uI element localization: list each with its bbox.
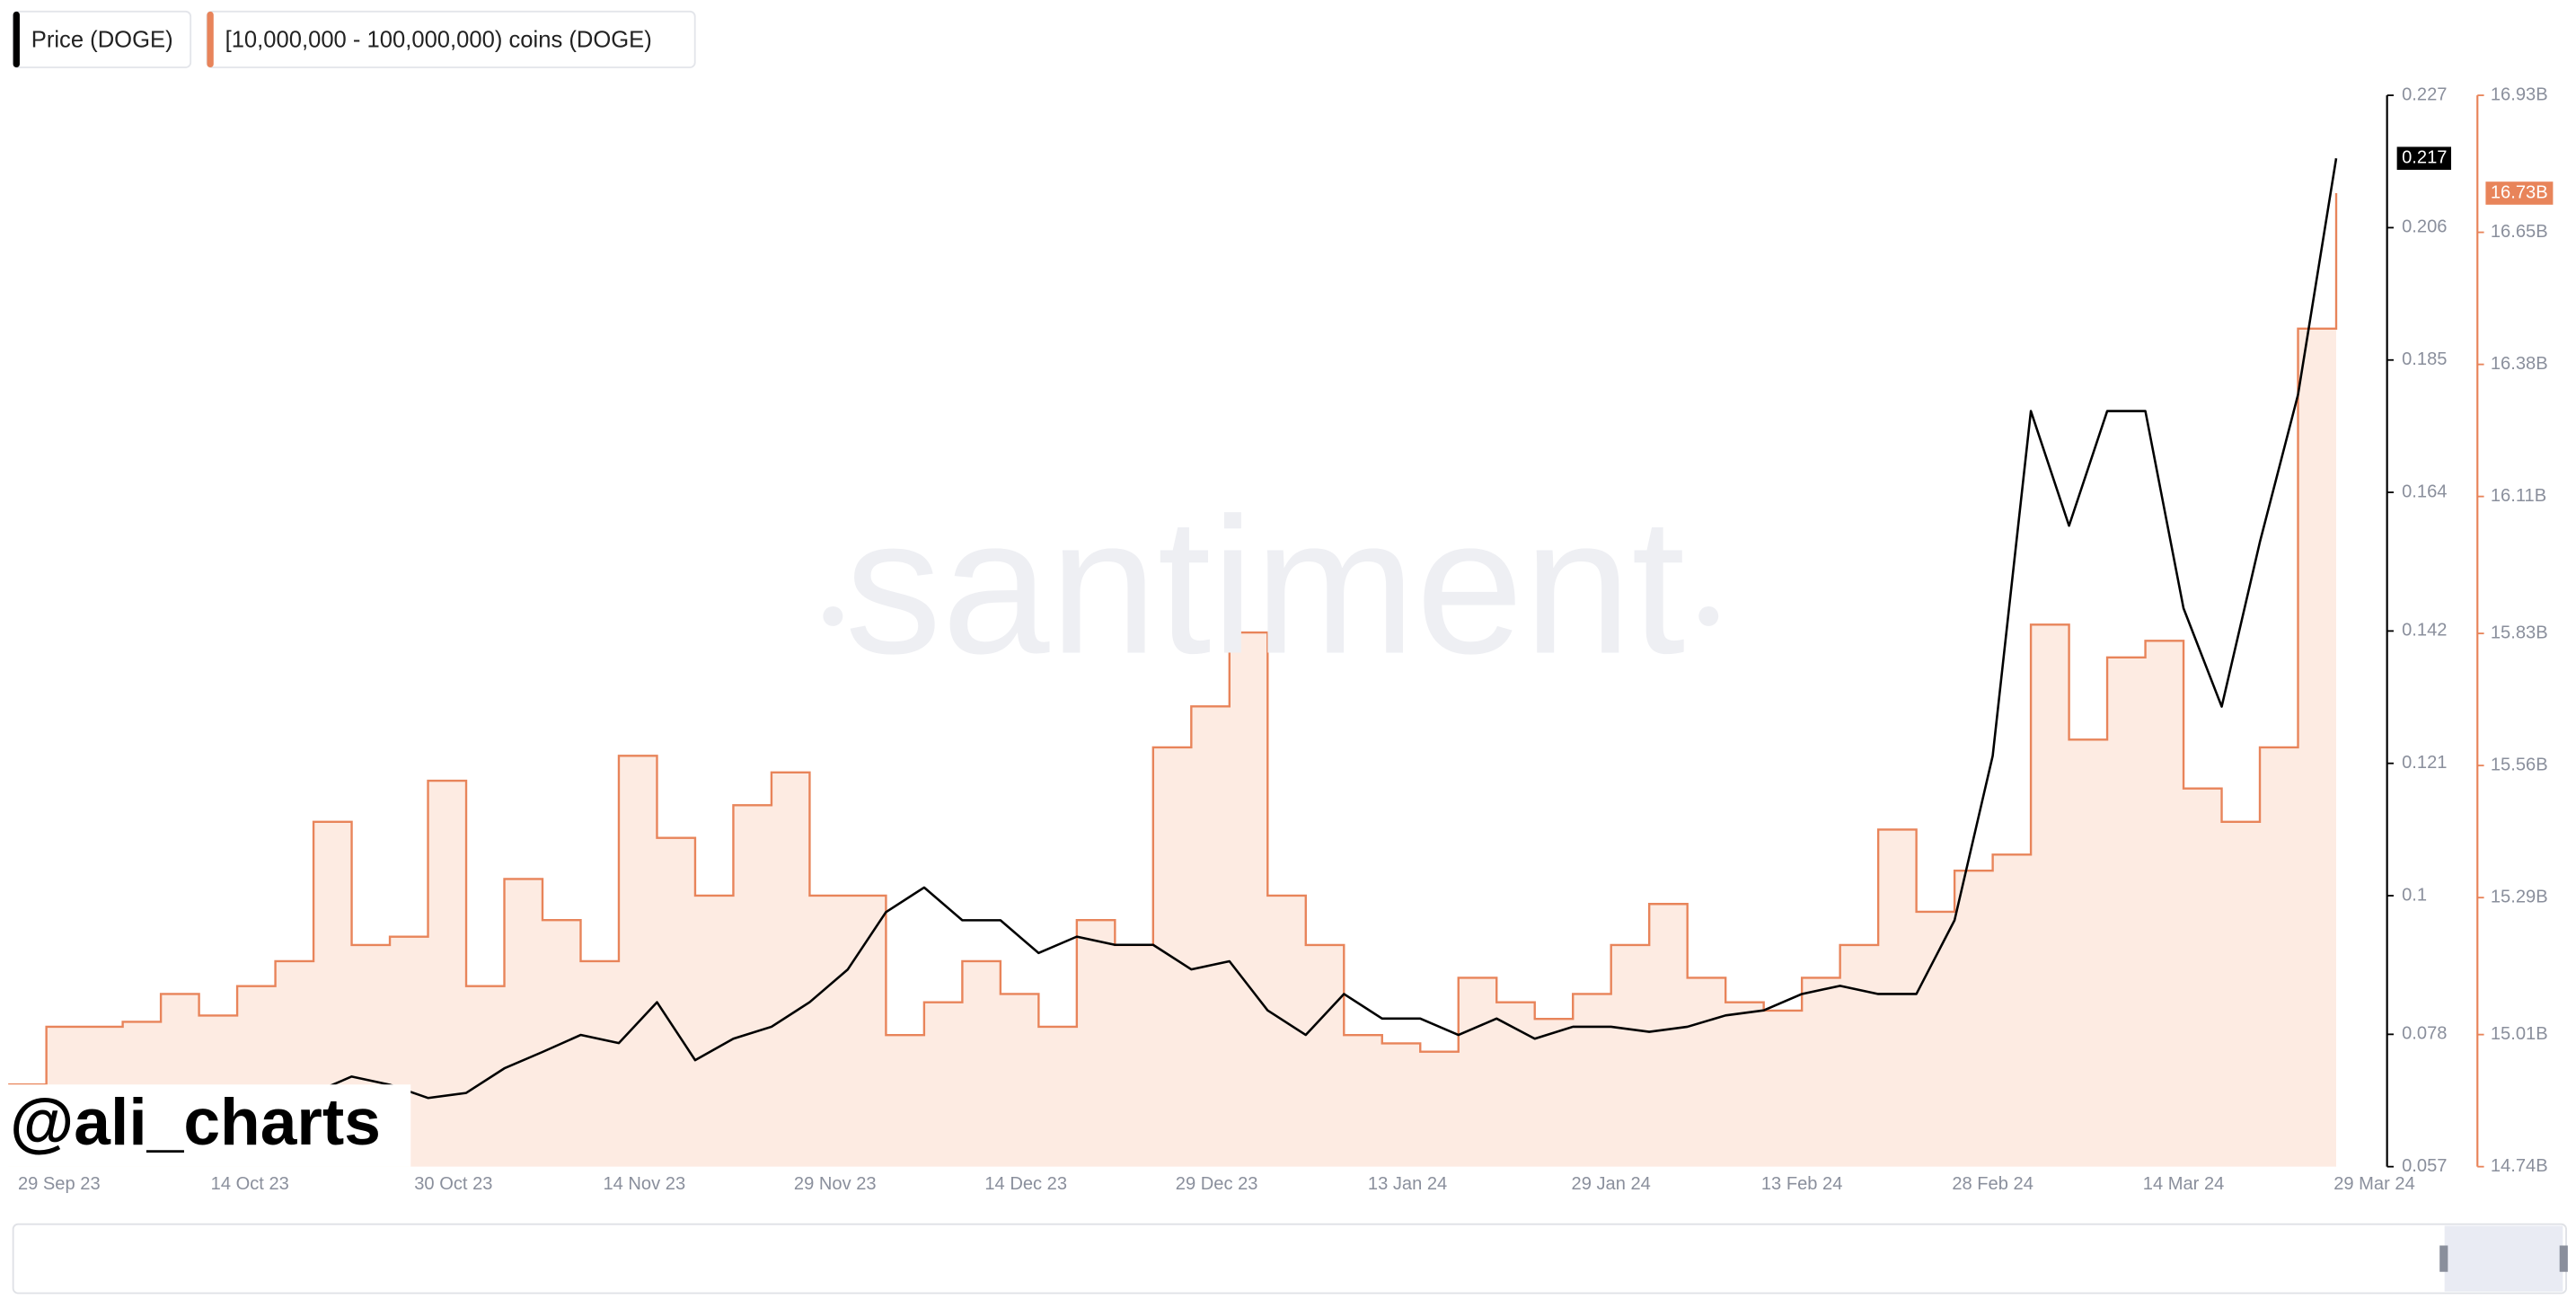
y-tick-label: 0.206 <box>2402 217 2447 237</box>
navigator[interactable] <box>12 1223 2568 1295</box>
area <box>8 193 2337 1167</box>
annotation: @ali_charts <box>10 1085 381 1159</box>
watermark: santiment <box>845 477 1686 694</box>
x-tick-label: 29 Nov 23 <box>794 1174 877 1194</box>
legend-swatch <box>207 11 214 68</box>
y2-tick-label: 16.93B <box>2491 84 2548 104</box>
x-tick-label: 29 Jan 24 <box>1572 1174 1651 1194</box>
y-tick-label: 0.185 <box>2402 349 2447 369</box>
watermark-dot <box>823 605 843 626</box>
y-tick-label: 0.057 <box>2402 1156 2447 1176</box>
y2-tick-label: 15.01B <box>2491 1024 2548 1044</box>
navigator-handle[interactable] <box>2559 1245 2568 1272</box>
y-tick-label: 0.142 <box>2402 621 2447 641</box>
price-badge <box>2396 146 2451 171</box>
x-tick-label: 29 Dec 23 <box>1176 1174 1258 1194</box>
legend-label: Price (DOGE) <box>31 28 173 53</box>
x-tick-label: 14 Nov 23 <box>603 1174 685 1194</box>
y-tick-label: 0.164 <box>2402 482 2447 501</box>
y2-tick-label: 15.29B <box>2491 887 2548 906</box>
y-tick-label: 0.121 <box>2402 753 2447 773</box>
overlay: 29 Sep 23 14 Oct 23 30 Oct 23 14 Nov 23 29 N… <box>7 84 2554 1194</box>
x-tick-label: 14 Oct 23 <box>211 1174 289 1194</box>
line <box>8 193 2338 1086</box>
y-tick-label: 0.078 <box>2402 1024 2447 1044</box>
holdings-badge-label: 16.73B <box>2491 182 2548 202</box>
navigator-selection[interactable] <box>2444 1225 2563 1292</box>
legend: Price (DOGE) [10,000,000 - 100,000,000) … <box>12 10 696 68</box>
x-tick-label: 29 Mar 24 <box>2333 1174 2415 1194</box>
legend-swatch <box>13 11 20 68</box>
price-badge-label: 0.217 <box>2402 148 2447 168</box>
annotation-bg <box>0 1084 411 1167</box>
plot-area <box>8 193 2338 1167</box>
y-tick-label: 0.1 <box>2402 885 2427 905</box>
x-tick-label: 14 Dec 23 <box>984 1174 1067 1194</box>
y2-tick-label: 15.83B <box>2491 623 2548 642</box>
navigator-frame[interactable] <box>12 1223 2567 1295</box>
holdings-badge <box>2485 181 2554 205</box>
y2-tick-label: 16.38B <box>2491 354 2548 374</box>
y2-tick-label: 15.56B <box>2491 755 2548 774</box>
x-tick-label: 14 Mar 24 <box>2143 1174 2225 1194</box>
y2-tick-label: 14.74B <box>2491 1156 2548 1176</box>
y2-tick-label: 16.65B <box>2491 222 2548 242</box>
x-tick-label: 29 Sep 23 <box>18 1174 101 1194</box>
y2-tick-label: 16.11B <box>2491 486 2546 506</box>
x-tick-label: 30 Oct 23 <box>414 1174 492 1194</box>
x-tick-label: 13 Feb 24 <box>1761 1174 1843 1194</box>
watermark-dot <box>1698 605 1719 626</box>
y-tick-label: 0.227 <box>2402 84 2447 104</box>
x-tick-label: 28 Feb 24 <box>1952 1174 2033 1194</box>
navigator-handle[interactable] <box>2439 1245 2448 1272</box>
legend-label: [10,000,000 - 100,000,000) coins (DOGE) <box>225 28 652 53</box>
x-tick-label: 13 Jan 24 <box>1368 1174 1447 1194</box>
